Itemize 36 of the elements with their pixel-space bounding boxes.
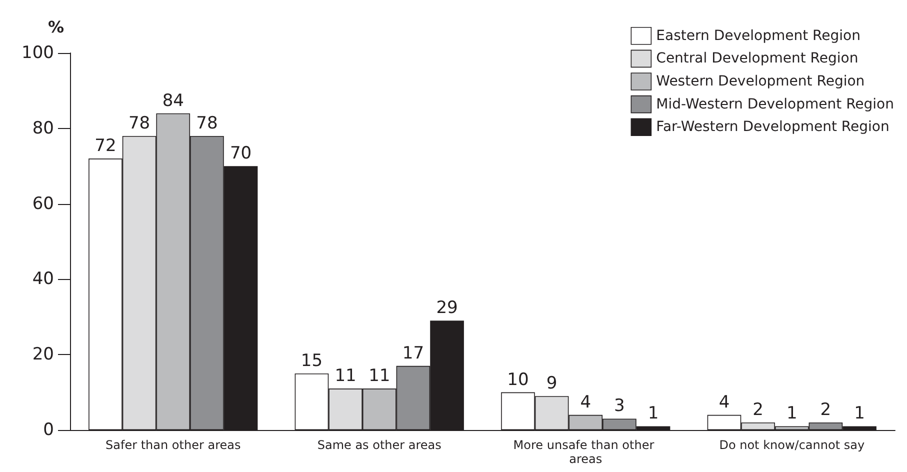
data-label: 1 <box>786 404 798 424</box>
data-label: 84 <box>162 90 184 111</box>
y-tick-label: 20 <box>32 344 54 365</box>
data-label: 17 <box>402 343 424 364</box>
y-tick-label: 40 <box>32 269 54 290</box>
data-label: 72 <box>94 136 116 156</box>
data-label: 2 <box>752 400 764 420</box>
data-label: 15 <box>300 350 323 371</box>
legend-label: Mid-Western Development Region <box>656 96 894 112</box>
data-label: 11 <box>368 366 390 386</box>
data-label: 9 <box>546 374 558 394</box>
data-label: 78 <box>196 113 218 134</box>
y-tick-label: 60 <box>32 194 54 214</box>
data-label: 10 <box>507 370 529 390</box>
data-label: 29 <box>436 298 458 318</box>
data-label: 3 <box>614 396 625 416</box>
x-tick-label: Do not know/cannot say <box>719 438 865 452</box>
data-label: 2 <box>820 400 832 420</box>
y-tick-label: 80 <box>32 118 54 138</box>
legend-label: Eastern Development Region <box>656 28 860 44</box>
x-tick-label: More unsafe than other areas <box>513 438 658 466</box>
legend-label: Central Development Region <box>656 50 858 67</box>
data-label: 11 <box>334 366 356 386</box>
legend-label: Far-Western Development Region <box>656 119 890 136</box>
data-label: 70 <box>230 144 252 164</box>
y-axis-title: % <box>48 18 64 36</box>
legend-label: Western Development Region <box>656 74 865 90</box>
data-label: 4 <box>718 392 730 412</box>
data-label: 1 <box>854 404 865 424</box>
data-label: 4 <box>580 392 592 412</box>
y-tick-label: 100 <box>22 43 54 63</box>
x-tick-label: Safer than other areas <box>106 438 241 452</box>
data-label: 78 <box>128 113 150 134</box>
x-tick-label: Same as other areas <box>317 438 442 452</box>
data-label: 1 <box>648 404 659 424</box>
y-tick-label: 0 <box>43 420 54 440</box>
